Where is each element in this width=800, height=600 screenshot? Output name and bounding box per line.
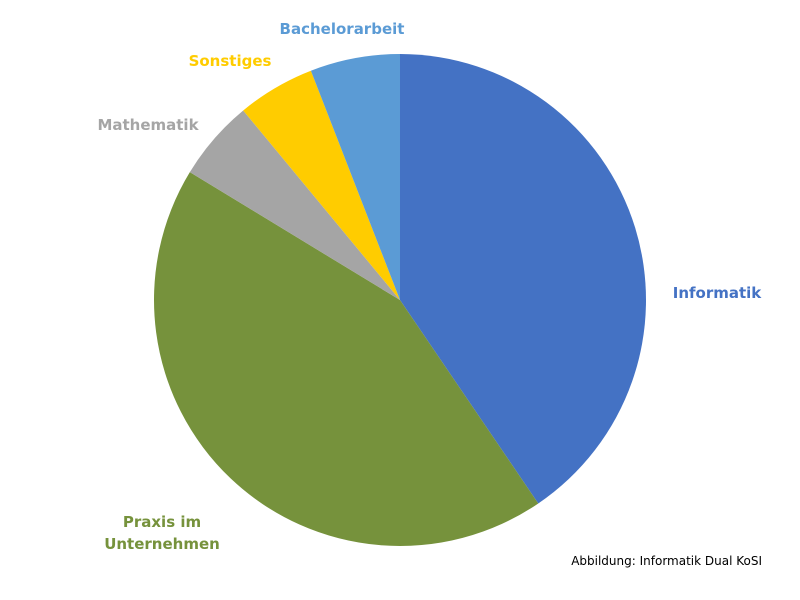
pie-slice <box>154 172 539 546</box>
slice-label: Praxis im Unternehmen <box>104 513 220 553</box>
slice-label: Sonstiges <box>188 52 272 70</box>
slice-label: Bachelorarbeit <box>279 20 405 38</box>
slice-label: Mathematik <box>97 116 199 134</box>
pie-slice <box>243 70 400 300</box>
pie-slice <box>310 54 400 300</box>
pie-slice <box>400 54 646 504</box>
pie-slice <box>189 110 400 301</box>
caption: Abbildung: Informatik Dual KoSI <box>571 554 762 568</box>
slice-label: Informatik <box>672 284 762 302</box>
